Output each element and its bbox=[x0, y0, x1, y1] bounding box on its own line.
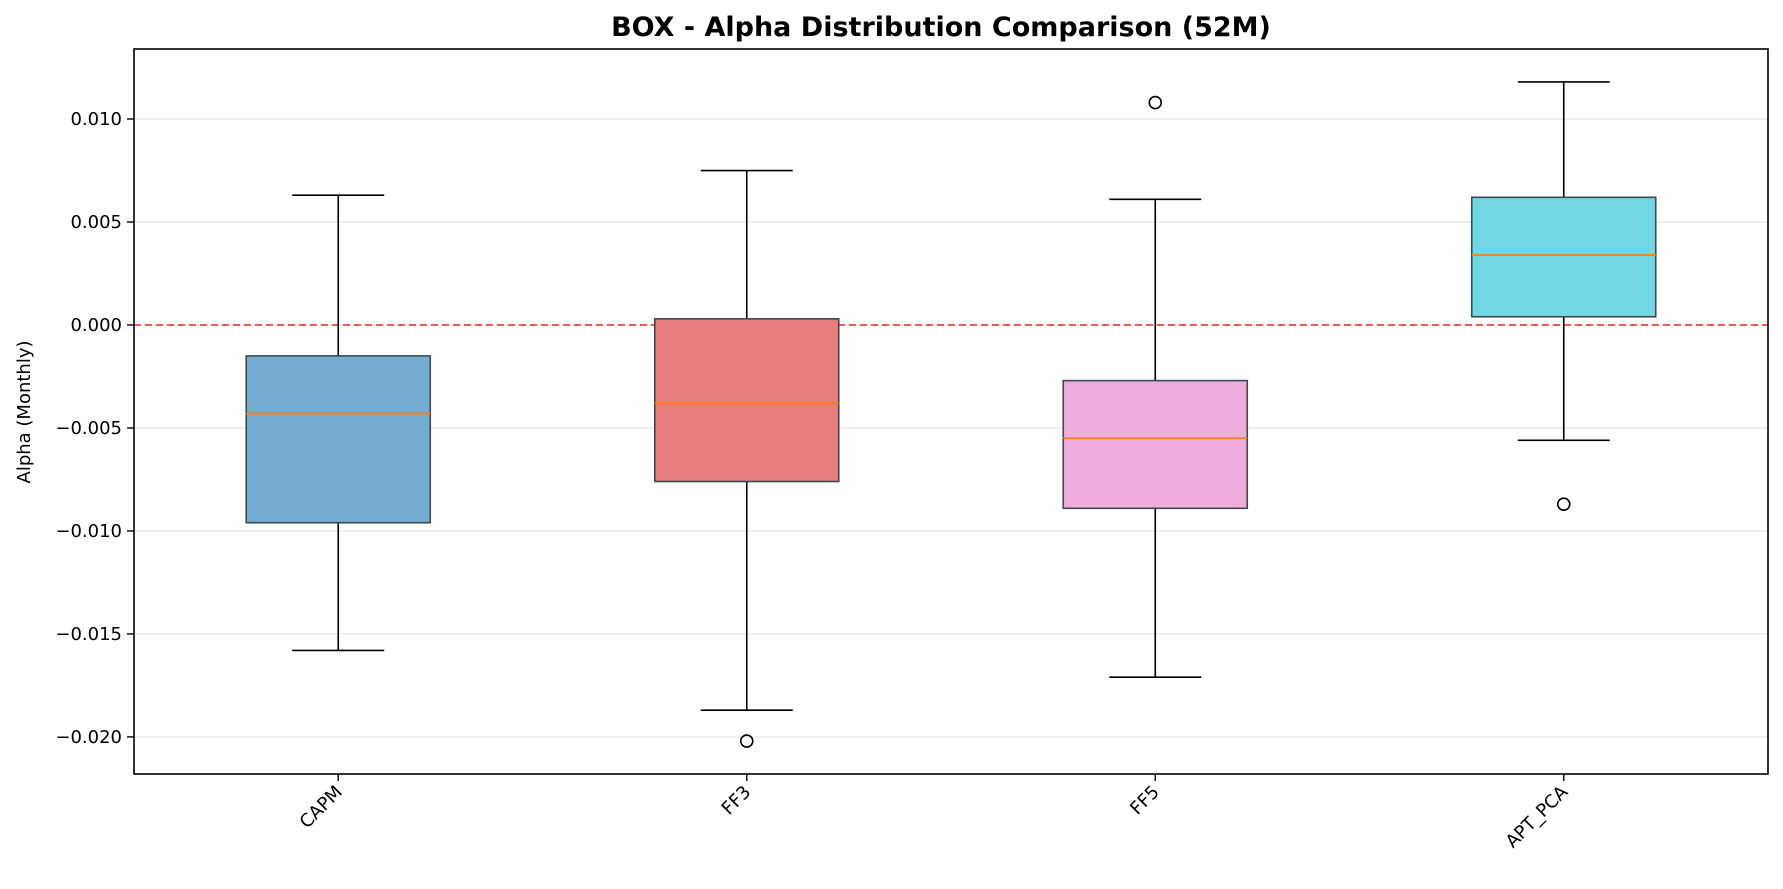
y-tick-label-5: −0.015 bbox=[55, 624, 122, 645]
x-tick-label-ff5: FF5 bbox=[1126, 782, 1164, 820]
box-group-apt-pca bbox=[1470, 81, 1657, 511]
box-group-capm bbox=[245, 194, 432, 652]
iqr-box-ff5 bbox=[1062, 379, 1249, 510]
y-tick-label-4: −0.010 bbox=[55, 521, 122, 542]
plot-frame bbox=[133, 48, 1769, 775]
y-tick-label-6: −0.020 bbox=[55, 727, 122, 748]
y-tick-label-3: −0.005 bbox=[55, 418, 122, 439]
x-tick-label-apt-pca: APT_PCA bbox=[1502, 781, 1573, 852]
box-layer bbox=[245, 81, 1657, 748]
x-tick-label-capm: CAPM bbox=[296, 782, 347, 833]
iqr-box-capm bbox=[245, 355, 432, 524]
iqr-box-ff3 bbox=[653, 318, 840, 483]
y-tick-label-0: 0.010 bbox=[70, 109, 122, 130]
y-tick-label-1: 0.005 bbox=[70, 212, 122, 233]
box-group-ff5 bbox=[1062, 95, 1249, 678]
x-tick-label-ff3: FF3 bbox=[718, 782, 756, 820]
y-tick-label-2: 0.000 bbox=[70, 315, 122, 336]
outlier-point-apt-pca-0 bbox=[1556, 497, 1571, 511]
chart-title: BOX - Alpha Distribution Comparison (52M… bbox=[611, 12, 1271, 43]
box-group-ff3 bbox=[653, 169, 840, 748]
outlier-point-ff3-0 bbox=[739, 734, 754, 748]
y-axis-label: Alpha (Monthly) bbox=[14, 340, 35, 483]
iqr-box-apt-pca bbox=[1470, 196, 1657, 318]
outlier-point-ff5-0 bbox=[1148, 95, 1163, 110]
